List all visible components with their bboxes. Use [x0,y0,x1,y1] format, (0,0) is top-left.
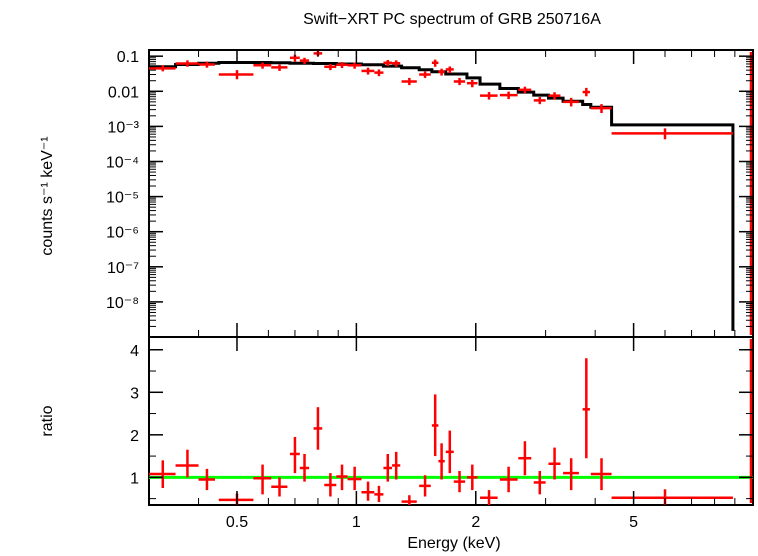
ratio-data-point [499,466,518,493]
top-data-point [590,104,612,114]
ratio-data-point [445,430,454,474]
x-tick-label: 1 [352,514,361,531]
top-data-point [582,87,590,97]
top-x-ticks [148,50,736,351]
ratio-y-tick-label: 3 [130,385,139,402]
top-data-point [198,61,215,68]
top-data-point [445,66,454,74]
y-tick-label: 10⁻⁷ [107,260,139,277]
x-tick-label: 5 [629,514,638,531]
bottom-panel-frame [148,336,754,506]
top-data-point [480,92,498,100]
top-plot-area [149,50,753,335]
top-data-point [611,128,733,140]
ratio-data-point [175,449,199,478]
model-step-line [149,61,735,331]
x-tick-label: 2 [471,514,480,531]
top-data-point [271,64,288,71]
top-data-point [299,57,310,64]
top-panel-frame [148,49,754,338]
ratio-y-tick-label: 2 [130,428,139,445]
ratio-data-point [563,458,579,491]
top-data-point [431,59,439,67]
y-tick-label: 10⁻⁴ [106,154,139,171]
top-data-point [466,79,478,88]
top-panel: 0.1 0.01 10⁻³ 10⁻⁴ 10⁻⁵ 10⁻⁶ 10⁻⁷ 10⁻⁸ counts s… [39,49,754,351]
x-axis-label: Energy (keV) [407,535,500,552]
x-tick-label: 0.5 [226,514,248,531]
ratio-data-point [548,447,561,480]
top-data-point [438,68,445,76]
top-data-point [218,70,254,80]
ratio-data-point [299,453,310,482]
ratio-data-point [313,407,323,450]
ratio-data-point [271,477,288,497]
top-data-point [336,62,348,69]
y-tick-label: 0.1 [117,49,139,66]
ratio-y-tick-label: 4 [130,343,139,360]
ratio-data-point [149,460,176,488]
top-y-ticks: 0.1 0.01 10⁻³ 10⁻⁴ 10⁻⁵ 10⁻⁶ 10⁻⁷ 10⁻⁸ [106,49,753,327]
ratio-data-point [361,481,375,501]
ratio-data-point [518,441,532,476]
top-data-point [548,92,561,100]
top-data-point [563,97,579,107]
ratio-data-point [324,473,337,497]
ratio-data-point [198,468,215,491]
ratio-data-point [401,495,417,505]
bottom-panel: 1 2 3 4 0.5 1 2 5 ratio Energy (keV) [39,336,754,552]
chart-title: Swift−XRT PC spectrum of GRB 250716A [303,11,601,28]
top-data-point [401,77,417,86]
y-tick-label: 10⁻³ [107,119,139,136]
ratio-data-point [533,470,546,495]
top-data-point [324,63,337,71]
top-data-point [347,62,362,69]
top-data-point [453,77,466,86]
top-data-point [383,59,393,67]
ratio-data-point [392,451,401,480]
ratio-data-point [438,443,445,480]
top-data-point [175,60,199,67]
top-data-point [392,60,401,67]
bottom-y-ticks: 1 2 3 4 [130,343,753,500]
bottom-plot-area [149,339,753,505]
top-y-axis-label: counts s⁻¹ keV⁻¹ [39,136,56,255]
top-data-point [149,65,176,72]
top-data-point [499,91,518,100]
y-tick-label: 10⁻⁶ [106,225,139,242]
bottom-y-axis-label: ratio [39,405,56,436]
ratio-data-point [453,470,466,493]
ratio-data-point [590,458,612,491]
top-data-point [419,71,431,78]
top-data-point [374,69,384,77]
ratio-data-point [253,464,272,495]
ratio-data-point [218,493,254,505]
ratio-data-point [374,485,384,503]
top-data-point [518,86,532,94]
top-data-point [361,67,375,75]
ratio-data-point [383,453,393,482]
top-data-point [253,62,272,69]
ratio-data-point [347,466,362,491]
ratio-data-point [419,475,431,497]
y-tick-label: 10⁻⁸ [106,295,139,312]
top-data-point [533,96,546,105]
ratio-data-point [289,436,300,474]
bottom-x-ticks: 0.5 1 2 5 [148,491,736,531]
ratio-y-tick-label: 1 [130,470,139,487]
y-tick-label: 10⁻⁵ [106,190,139,207]
ratio-data-point [480,490,498,505]
y-tick-label: 0.01 [108,84,139,101]
ratio-data-point [466,464,478,491]
ratio-data-point [582,358,590,459]
ratio-data-point [336,464,348,491]
ratio-data-point [431,394,439,457]
